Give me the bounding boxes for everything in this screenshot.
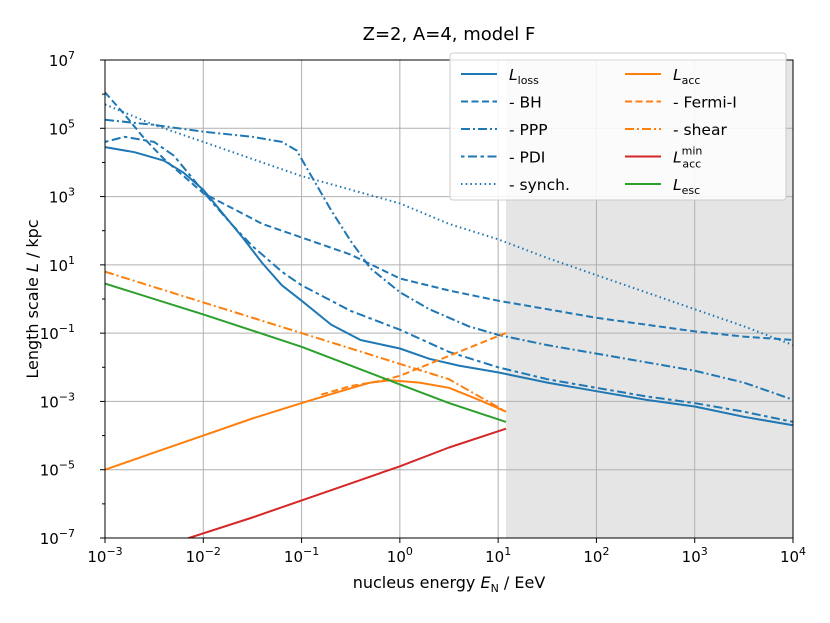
legend-label: - PPP <box>509 121 548 139</box>
x-tick-label: 100 <box>387 545 413 566</box>
legend-label: Lesc <box>673 176 700 197</box>
legend-label: Lacc <box>673 66 700 87</box>
legend-label: Lloss <box>509 66 539 87</box>
legend-label: - Fermi-I <box>673 94 737 112</box>
x-tick-label: 103 <box>682 545 708 566</box>
legend-label: - BH <box>509 94 542 112</box>
legend-label: - synch. <box>509 176 570 194</box>
legend: Lloss - BH - PPP - PDI - synch. Lacc - Fe… <box>449 52 787 201</box>
x-tick-label: 102 <box>583 545 609 566</box>
x-tick-label: 101 <box>485 545 511 566</box>
y-tick-label: 107 <box>49 49 75 70</box>
y-tick-label: 105 <box>49 117 75 138</box>
series-line-shear <box>105 270 507 413</box>
y-tick-label: 103 <box>49 186 75 207</box>
x-axis-label: nucleus energy EN / EeV <box>353 573 546 595</box>
series-line-l-esc <box>105 282 507 423</box>
legend-box <box>449 52 787 201</box>
y-tick-label: 10−5 <box>40 459 75 480</box>
series-line-pdi <box>105 135 793 423</box>
x-tick-label: 10−3 <box>87 545 122 566</box>
series-group <box>105 91 793 538</box>
legend-label: - shear <box>673 121 727 139</box>
series-line-l-acc <box>105 379 507 471</box>
x-tick-label: 104 <box>780 545 806 566</box>
series-line-fermi-i <box>320 332 507 396</box>
series-line-synch <box>105 103 793 347</box>
y-axis-label: Length scale L / kpc <box>23 219 42 378</box>
series-line-bh <box>105 91 793 341</box>
axis-ticks: 10−3 10−2 10−1 100 101 102 103 104 10−7 10−5 10−3 1… <box>40 49 806 566</box>
y-tick-label: 10−7 <box>40 527 75 548</box>
legend-label: Lmin acc <box>673 145 702 171</box>
series-line-ppp <box>105 118 793 401</box>
y-tick-label: 101 <box>49 254 75 275</box>
y-tick-label: 10−3 <box>40 390 75 411</box>
x-tick-label: 10−1 <box>284 545 319 566</box>
chart-title: Z=2, A=4, model F <box>363 24 536 45</box>
legend-label: - PDI <box>509 149 545 167</box>
y-tick-label: 10−1 <box>40 322 75 343</box>
series-line-l-acc-min <box>185 427 507 538</box>
series-line-l-loss <box>105 146 793 427</box>
x-tick-label: 10−2 <box>186 545 221 566</box>
